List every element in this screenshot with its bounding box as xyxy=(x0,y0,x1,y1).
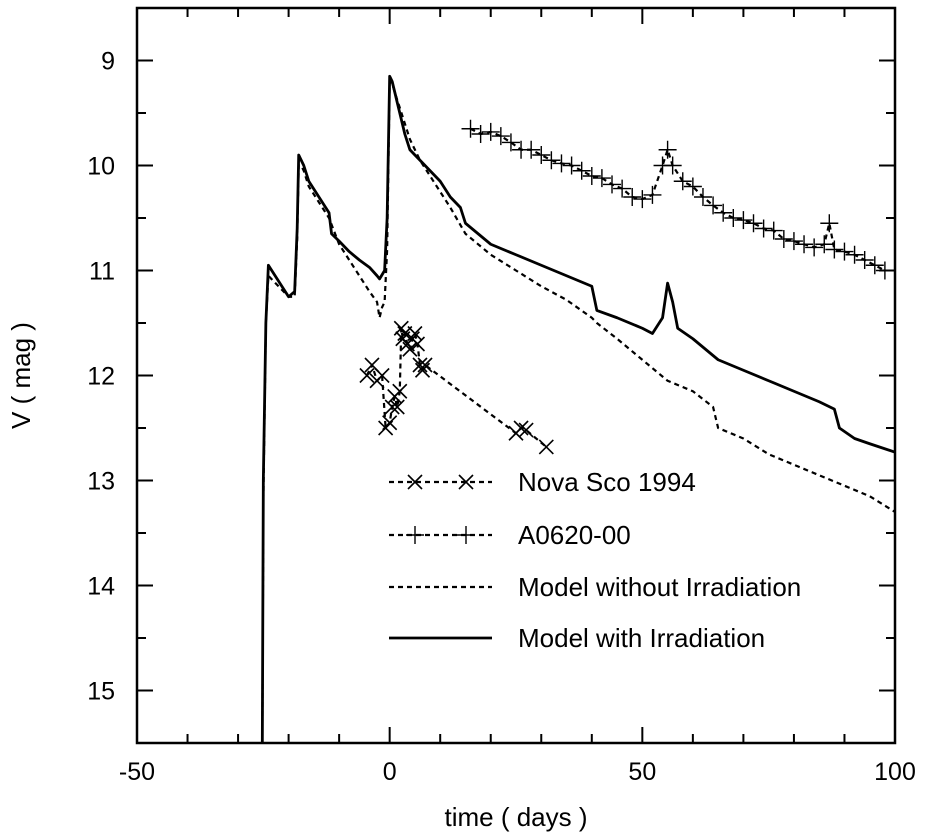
series-model-with-irradiation xyxy=(260,74,896,744)
data-point-nova-sco xyxy=(412,357,428,373)
data-point-nova-sco xyxy=(374,367,390,384)
legend-marker-nova-sco xyxy=(458,474,474,490)
x-tick-label: -50 xyxy=(119,758,155,786)
legend-label-model-without-irradiation: Model without Irradiation xyxy=(518,572,801,602)
y-axis-title: V ( mag ) xyxy=(6,322,36,429)
x-tick-label: 100 xyxy=(874,758,916,786)
data-point-nova-sco xyxy=(414,362,431,378)
y-tick-label: 12 xyxy=(87,363,115,391)
data-point-nova-sco xyxy=(389,399,405,415)
axis-ticks xyxy=(136,8,896,744)
legend-entry-a0620: A0620-00 xyxy=(389,520,631,550)
y-tick-label: 10 xyxy=(87,153,115,181)
data-point-nova-sco xyxy=(382,415,398,431)
legend-entry-model-with-irradiation: Model with Irradiation xyxy=(389,623,765,653)
series-nova-sco xyxy=(359,320,554,455)
legend-marker-nova-sco xyxy=(407,474,423,490)
legend: Nova Sco 1994 A0620-00 Model without Irr… xyxy=(389,467,801,653)
data-point-nova-sco xyxy=(402,341,418,357)
legend-entry-model-without-irradiation: Model without Irradiation xyxy=(389,572,801,602)
y-tick-labels: 9 10 11 12 13 14 15 xyxy=(87,48,115,706)
x-tick-label: 50 xyxy=(628,758,656,786)
x-axis-title: time ( days ) xyxy=(444,802,587,832)
plot-area xyxy=(135,6,897,745)
legend-label-a0620: A0620-00 xyxy=(518,520,631,550)
legend-label-model-with-irradiation: Model with Irradiation xyxy=(518,623,765,653)
legend-sample-a0620 xyxy=(389,526,492,544)
series-line-model-with-irradiation xyxy=(260,74,896,744)
data-point-nova-sco xyxy=(364,357,380,373)
y-tick-label: 11 xyxy=(89,258,115,286)
x-tick-labels: -50 0 50 100 xyxy=(119,758,916,786)
data-point-nova-sco xyxy=(409,336,426,352)
data-point-nova-sco xyxy=(417,357,433,373)
data-point-nova-sco xyxy=(407,325,423,342)
y-tick-label: 9 xyxy=(101,48,115,76)
plot-frame xyxy=(135,6,897,745)
series-layer xyxy=(260,74,896,744)
legend-label-nova-sco: Nova Sco 1994 xyxy=(518,467,696,497)
data-point-nova-sco xyxy=(538,439,554,455)
data-point-nova-sco xyxy=(359,367,375,384)
y-tick-label: 15 xyxy=(87,678,115,706)
x-tick-label: 0 xyxy=(383,758,397,786)
data-point-nova-sco xyxy=(392,383,408,399)
data-point-nova-sco xyxy=(384,399,400,415)
legend-sample-nova-sco xyxy=(389,474,492,490)
legend-entry-nova-sco: Nova Sco 1994 xyxy=(389,467,696,497)
data-point-nova-sco xyxy=(513,420,529,436)
y-tick-label: 14 xyxy=(87,573,115,601)
data-point-nova-sco xyxy=(518,422,534,438)
series-a0620 xyxy=(461,119,894,280)
y-tick-label: 13 xyxy=(87,468,115,496)
